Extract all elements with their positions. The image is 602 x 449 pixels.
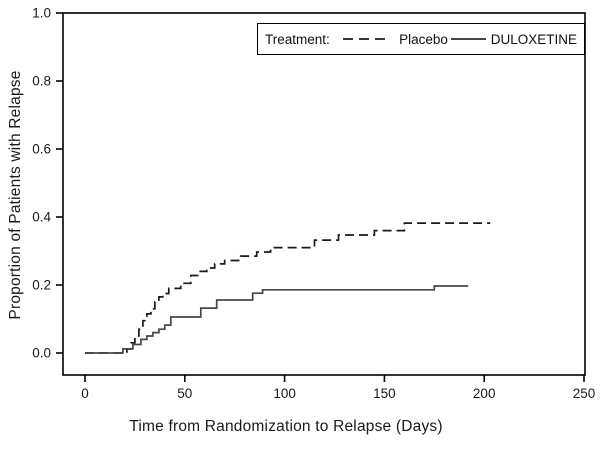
y-tick-label: 0.8	[32, 74, 51, 89]
y-tick-label: 0.0	[32, 346, 51, 361]
plot-frame	[62, 12, 586, 376]
x-tick-label: 50	[177, 386, 192, 401]
placebo-dashed-line-icon	[342, 38, 386, 40]
x-tick-label: 200	[473, 386, 496, 401]
x-axis-title: Time from Randomization to Relapse (Days…	[129, 418, 443, 435]
y-axis-title: Proportion of Patients with Relapse	[7, 70, 24, 320]
legend-title: Treatment:	[265, 31, 330, 47]
x-tick-label: 0	[81, 386, 89, 401]
series-duloxetine	[85, 285, 469, 354]
x-tick-label: 150	[373, 386, 396, 401]
y-tick-label: 0.4	[32, 210, 51, 225]
series-placebo	[85, 222, 491, 354]
legend: Treatment: Placebo DULOXETINE	[257, 23, 585, 55]
y-tick-label: 1.0	[32, 6, 51, 21]
y-tick-label: 0.2	[32, 278, 51, 293]
x-tick-label: 250	[573, 386, 596, 401]
x-tick-label: 100	[273, 386, 296, 401]
y-tick-label: 0.6	[32, 142, 51, 157]
legend-label-placebo: Placebo	[399, 31, 448, 47]
legend-label-duloxetine: DULOXETINE	[490, 31, 577, 47]
duloxetine-solid-line-icon	[450, 38, 486, 40]
